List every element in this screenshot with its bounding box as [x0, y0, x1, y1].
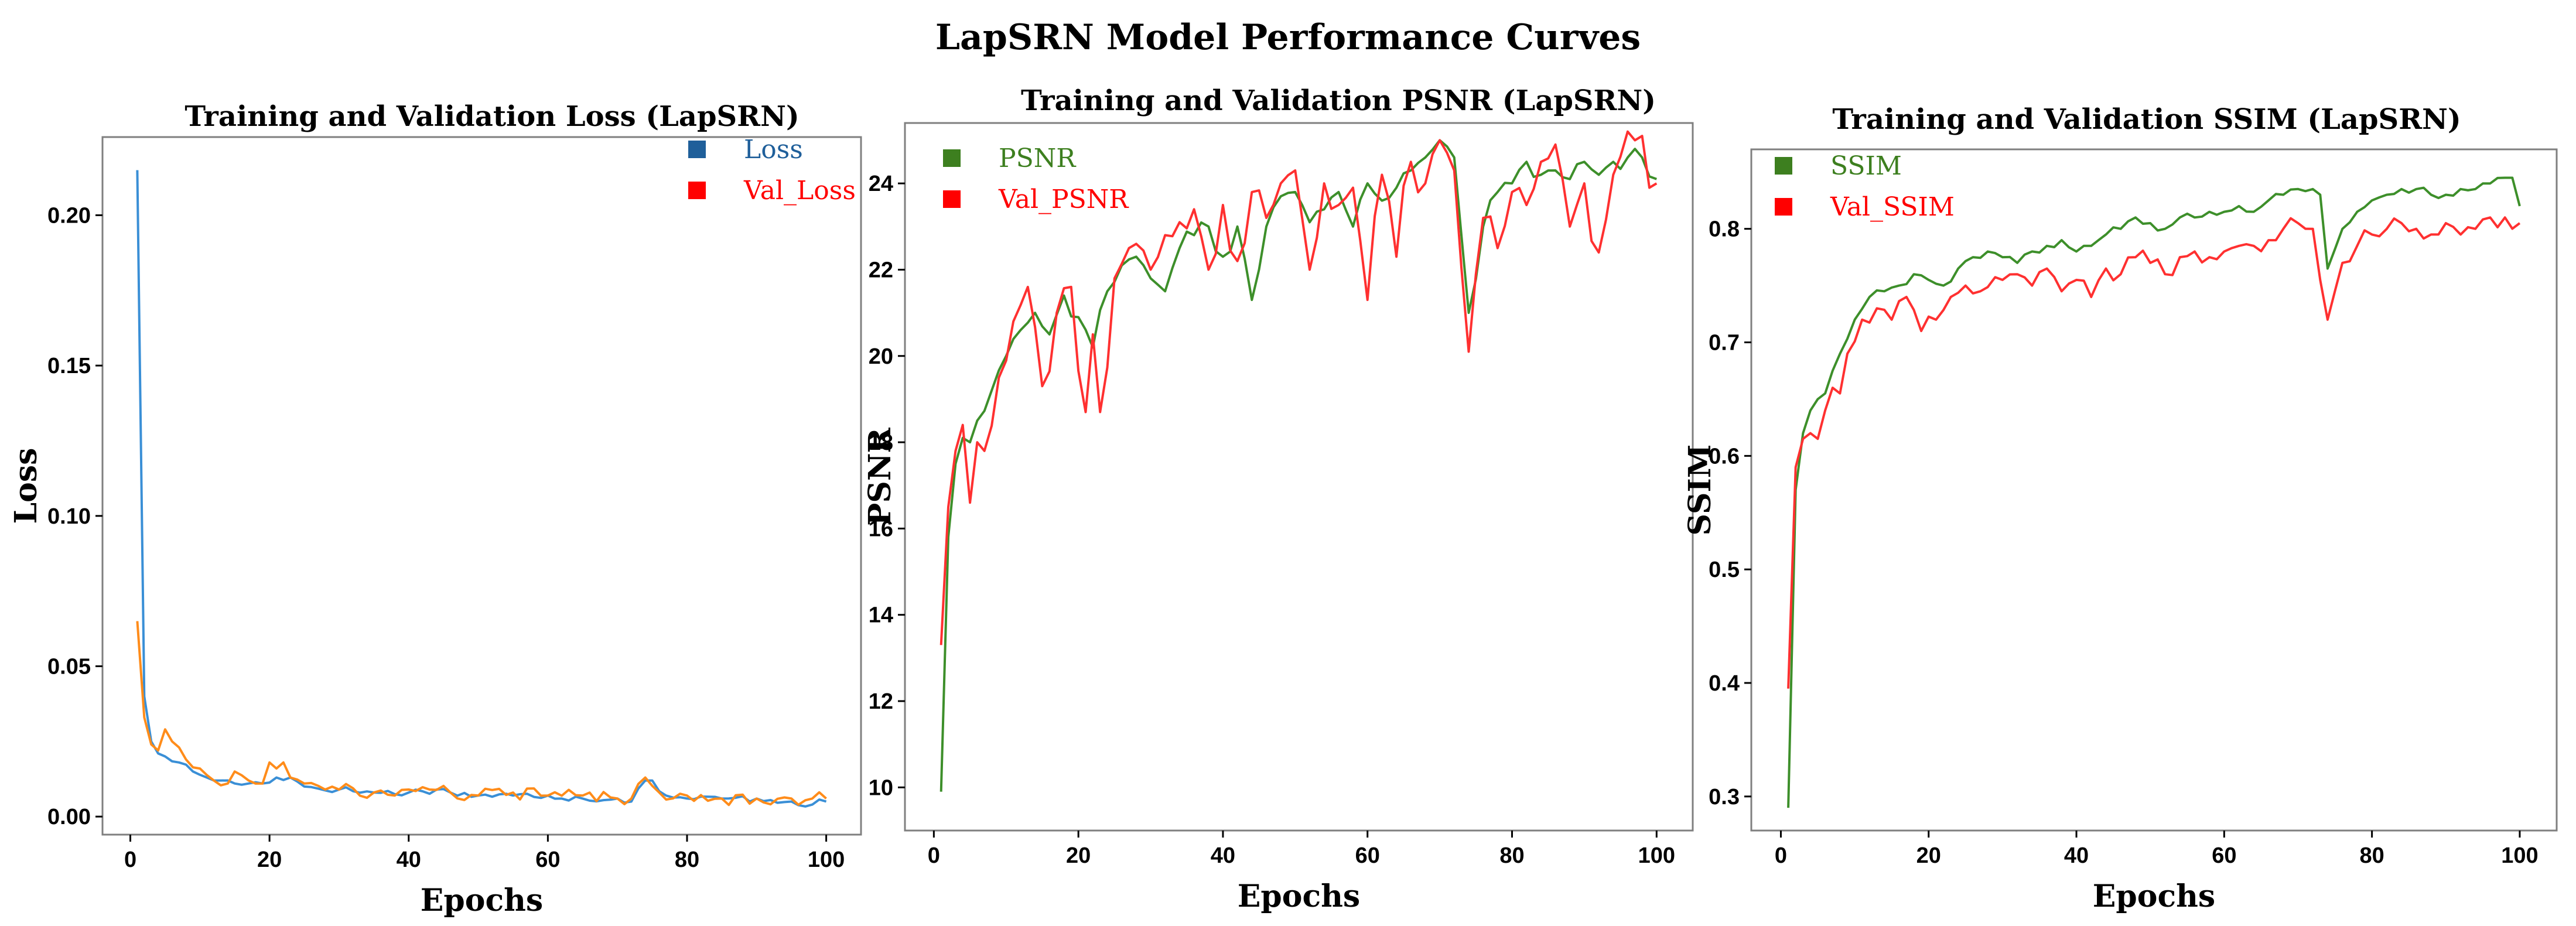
- y-tick-label: 12: [869, 689, 893, 714]
- y-axis-label: SSIM: [1682, 445, 1718, 536]
- y-tick-label: 0.6: [1709, 444, 1740, 469]
- x-tick-label: 100: [1638, 843, 1675, 868]
- x-tick-label: 80: [2359, 843, 2384, 868]
- y-axis-label: Loss: [8, 448, 44, 524]
- legend-marker: [688, 141, 706, 158]
- chart-panel-3: Training and Validation SSIM (LapSRN) 0 20…: [1682, 103, 2558, 914]
- x-tick-label: 80: [675, 848, 699, 872]
- y-tick-label: 20: [869, 344, 893, 369]
- legend-marker: [1775, 198, 1792, 216]
- x-tick-label: 80: [1499, 843, 1524, 868]
- x-axis-label: Epochs: [1238, 879, 1360, 914]
- chart-panel-1: Training and Validation Loss (LapSRN) 0 20…: [8, 100, 862, 918]
- y-tick-label: 0.15: [47, 354, 91, 378]
- series-line-val-ssim: [1787, 216, 2521, 689]
- legend-marker: [943, 190, 961, 208]
- x-tick-label: 0: [928, 843, 940, 868]
- y-tick-label: 14: [869, 603, 893, 628]
- legend-marker: [1775, 157, 1792, 175]
- x-tick-label: 20: [1066, 843, 1091, 868]
- legend-label: Val_PSNR: [998, 184, 1129, 214]
- series-line-val-loss: [136, 621, 827, 807]
- x-tick-label: 40: [397, 848, 421, 872]
- legend-marker: [943, 149, 961, 167]
- x-tick-label: 0: [124, 848, 136, 872]
- y-tick-label: 0.05: [47, 655, 91, 679]
- chart-title: Training and Validation PSNR (LapSRN): [1021, 84, 1656, 117]
- x-tick-label: 60: [2212, 843, 2236, 868]
- x-tick-label: 40: [2064, 843, 2089, 868]
- y-axis-label: PSNR: [862, 428, 898, 526]
- y-tick-label: 10: [869, 775, 893, 800]
- series-line-val-psnr: [939, 130, 1658, 645]
- series-line-ssim: [1787, 176, 2521, 808]
- chart-title: Training and Validation Loss (LapSRN): [185, 100, 799, 133]
- legend-label: SSIM: [1830, 151, 1902, 181]
- x-tick-label: 60: [535, 848, 560, 872]
- chart-title: Training and Validation SSIM (LapSRN): [1832, 103, 2461, 136]
- chart-panel-2: Training and Validation PSNR (LapSRN) 0 20…: [862, 84, 1694, 914]
- x-tick-label: 20: [257, 848, 282, 872]
- plot-frame: [904, 122, 1694, 832]
- y-tick-label: 16: [869, 517, 893, 541]
- x-tick-label: 0: [1775, 843, 1787, 868]
- y-tick-label: 0.8: [1709, 217, 1740, 242]
- legend-label: Loss: [744, 135, 803, 165]
- x-tick-label: 40: [1211, 843, 1235, 868]
- x-axis-label: Epochs: [421, 883, 543, 918]
- x-axis-label: Epochs: [2093, 879, 2215, 914]
- y-tick-label: 0.7: [1709, 331, 1740, 356]
- y-tick-label: 24: [869, 172, 893, 196]
- legend-label: Val_Loss: [743, 176, 856, 206]
- plot-frame: [1750, 148, 2558, 832]
- y-tick-label: 0.3: [1709, 785, 1740, 809]
- y-tick-label: 0.20: [47, 203, 91, 228]
- y-tick-label: 0.4: [1709, 671, 1740, 696]
- x-tick-label: 60: [1355, 843, 1380, 868]
- figure-title: LapSRN Model Performance Curves: [935, 17, 1641, 58]
- legend-label: PSNR: [999, 143, 1077, 173]
- legend-label: Val_SSIM: [1830, 192, 1955, 222]
- x-tick-label: 100: [808, 848, 845, 872]
- plot-frame: [101, 136, 862, 836]
- y-tick-label: 0.5: [1709, 558, 1740, 582]
- y-tick-label: 22: [869, 258, 893, 282]
- x-tick-label: 20: [1916, 843, 1941, 868]
- x-tick-label: 100: [2501, 843, 2538, 868]
- y-tick-label: 0.00: [47, 805, 91, 829]
- y-tick-label: 0.10: [47, 504, 91, 529]
- y-tick-label: 18: [869, 430, 893, 455]
- legend-marker: [688, 182, 706, 199]
